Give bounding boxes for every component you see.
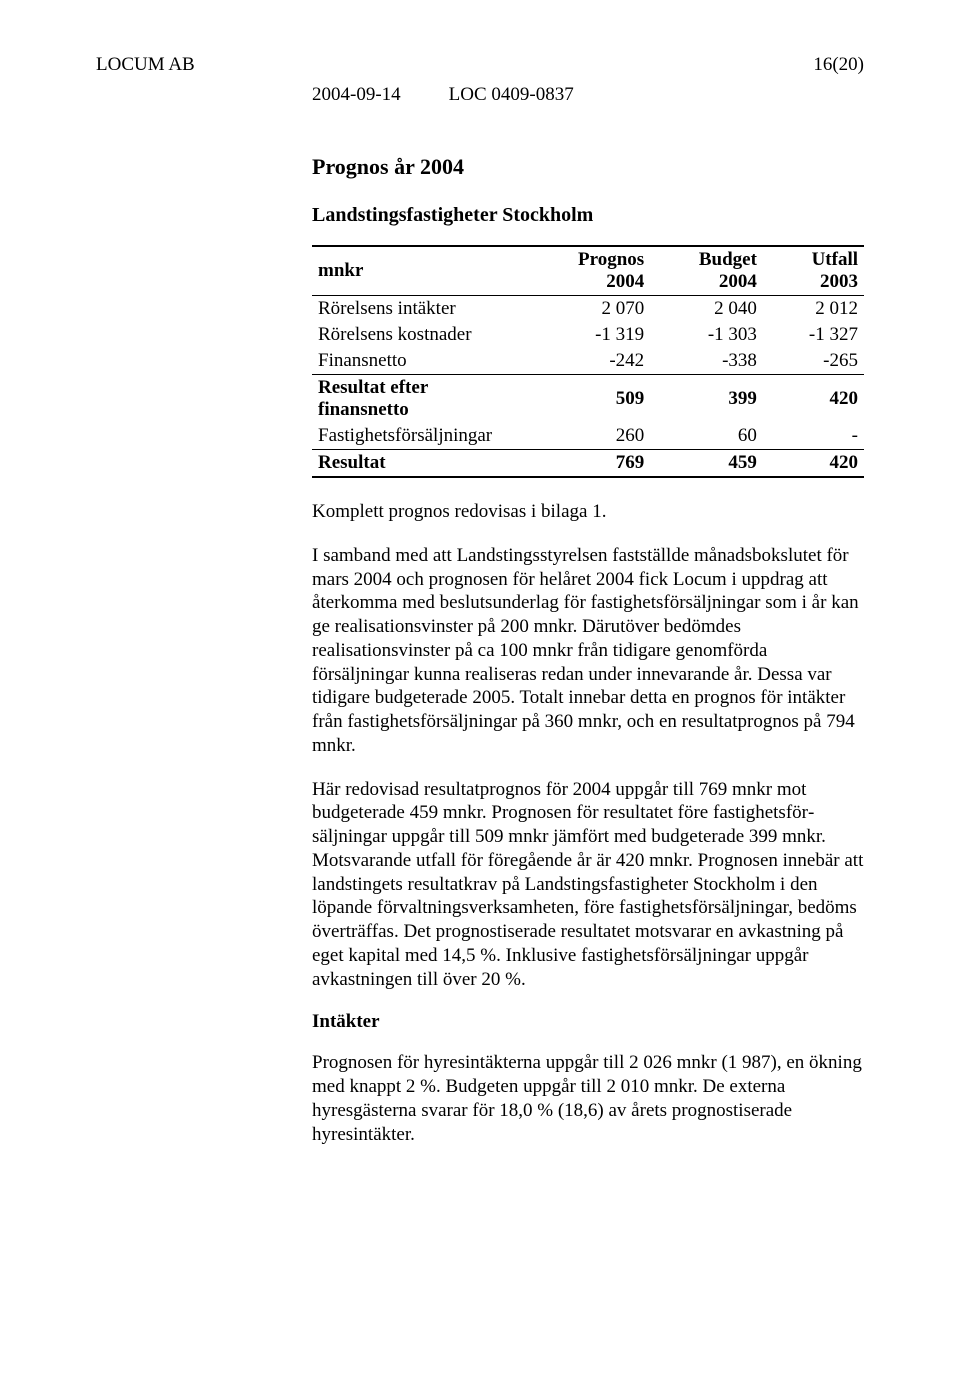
table-cell-value: -265 bbox=[763, 348, 864, 375]
paragraph-2: I samband med att Landstingsstyrelsen fa… bbox=[312, 544, 864, 758]
table-cell-value: 459 bbox=[650, 450, 763, 478]
table-header-row: mnkr Prognos 2004 Budget 2004 Utfall 200… bbox=[312, 246, 864, 296]
paragraph-1: Komplett prognos redovisas i bilaga 1. bbox=[312, 500, 864, 524]
meta-row: 2004-09-14 LOC 0409-0837 bbox=[312, 84, 864, 106]
company-name: LOCUM AB bbox=[96, 54, 195, 76]
document-page: LOCUM AB 16(20) 2004-09-14 LOC 0409-0837… bbox=[0, 0, 960, 1378]
table-cell-value: 2 070 bbox=[529, 296, 650, 323]
table-cell-value: 260 bbox=[529, 423, 650, 450]
table-row: Rörelsens kostnader-1 319-1 303-1 327 bbox=[312, 322, 864, 348]
table-cell-label: Fastighetsförsäljningar bbox=[312, 423, 529, 450]
table-row: Rörelsens intäkter2 0702 0402 012 bbox=[312, 296, 864, 323]
table-cell-value: - bbox=[763, 423, 864, 450]
table-cell-value: -1 303 bbox=[650, 322, 763, 348]
paragraph-3: Här redovisad resultatprognos för 2004 u… bbox=[312, 778, 864, 992]
table-row: Finansnetto-242-338-265 bbox=[312, 348, 864, 375]
section-title: Prognos år 2004 bbox=[312, 154, 864, 180]
page-number: 16(20) bbox=[813, 54, 864, 76]
table-cell-label: Finansnetto bbox=[312, 348, 529, 375]
table-row: Resultat efter finansnetto509399420 bbox=[312, 375, 864, 424]
data-table: mnkr Prognos 2004 Budget 2004 Utfall 200… bbox=[312, 245, 864, 478]
table-cell-value: -1 327 bbox=[763, 322, 864, 348]
table-cell-value: -338 bbox=[650, 348, 763, 375]
table-cell-value: 399 bbox=[650, 375, 763, 424]
table-cell-value: 2 040 bbox=[650, 296, 763, 323]
table-header-col2: Budget 2004 bbox=[650, 246, 763, 296]
table-cell-value: 509 bbox=[529, 375, 650, 424]
table-cell-value: 2 012 bbox=[763, 296, 864, 323]
table-cell-value: 60 bbox=[650, 423, 763, 450]
table-cell-value: -242 bbox=[529, 348, 650, 375]
table-cell-label: Rörelsens kostnader bbox=[312, 322, 529, 348]
content-area: Prognos år 2004 Landstingsfastigheter St… bbox=[312, 154, 864, 1146]
section-subtitle: Landstingsfastigheter Stockholm bbox=[312, 204, 864, 227]
table-header-col3: Utfall 2003 bbox=[763, 246, 864, 296]
table-row: Fastighetsförsäljningar26060- bbox=[312, 423, 864, 450]
table-cell-value: -1 319 bbox=[529, 322, 650, 348]
paragraph-4: Prognosen för hyresintäkterna uppgår til… bbox=[312, 1051, 864, 1146]
doc-id: LOC 0409-0837 bbox=[449, 84, 574, 106]
table-header-col1: Prognos 2004 bbox=[529, 246, 650, 296]
table-cell-value: 420 bbox=[763, 375, 864, 424]
table-row: Resultat769459420 bbox=[312, 450, 864, 478]
table-cell-label: Rörelsens intäkter bbox=[312, 296, 529, 323]
table-cell-value: 420 bbox=[763, 450, 864, 478]
table-header-label: mnkr bbox=[312, 246, 529, 296]
doc-date: 2004-09-14 bbox=[312, 84, 401, 106]
header-row: LOCUM AB 16(20) bbox=[96, 54, 864, 76]
intakter-heading: Intäkter bbox=[312, 1011, 864, 1033]
table-cell-value: 769 bbox=[529, 450, 650, 478]
table-cell-label: Resultat bbox=[312, 450, 529, 478]
table-cell-label: Resultat efter finansnetto bbox=[312, 375, 529, 424]
